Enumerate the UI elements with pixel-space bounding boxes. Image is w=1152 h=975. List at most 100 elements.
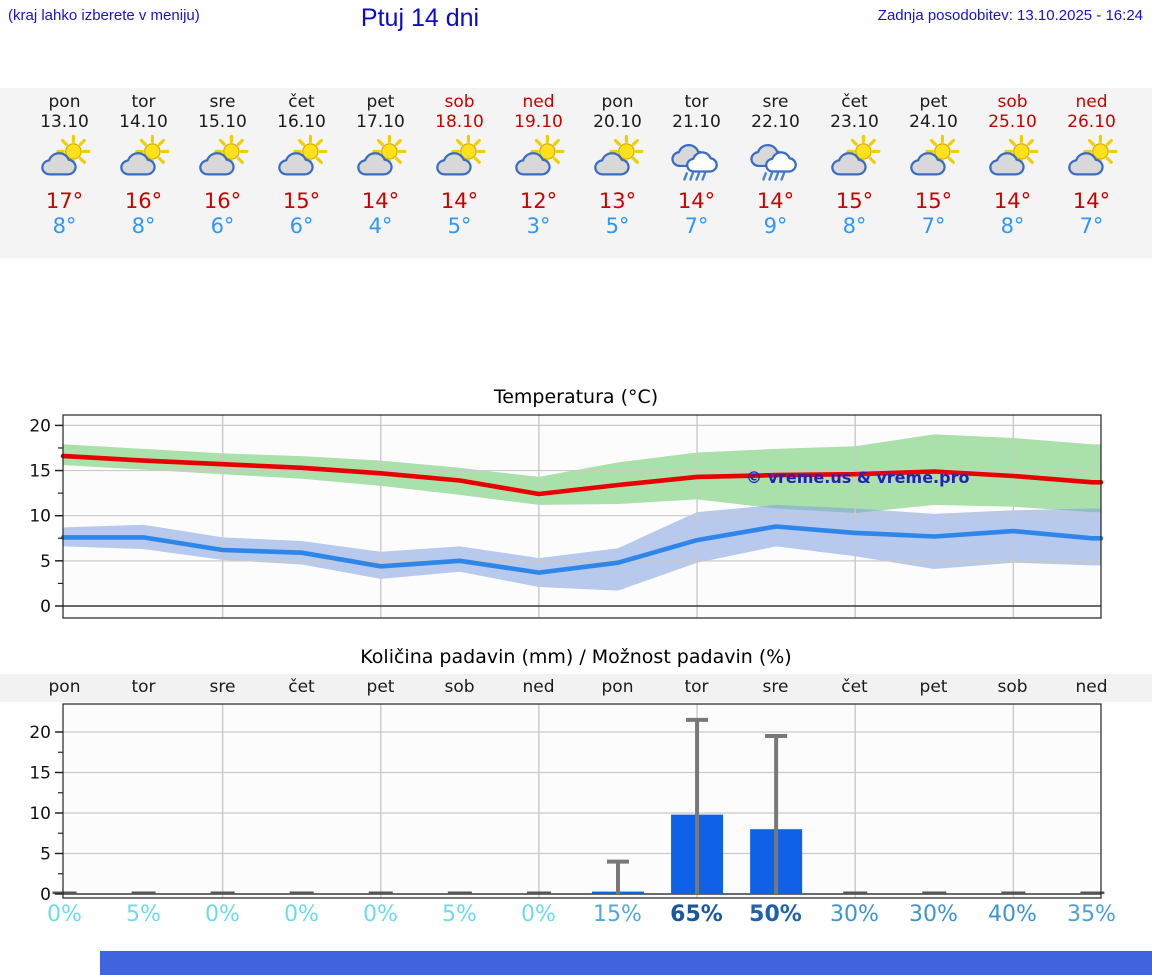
low-temp: 7° — [1079, 214, 1104, 238]
low-temp: 8° — [52, 214, 77, 238]
day-column: čet 16.10 15° 6° — [262, 92, 341, 258]
high-temp: 16° — [124, 189, 163, 213]
day-column: sre 15.10 16° 6° — [183, 92, 262, 258]
svg-text:20: 20 — [29, 416, 51, 436]
day-name: tor — [131, 92, 156, 112]
precip-probability: 0% — [521, 902, 556, 927]
partly-cloudy-icon — [104, 132, 183, 185]
high-temp: 12° — [519, 189, 558, 213]
precip-day-label: pon — [48, 677, 81, 697]
day-column: pet 17.10 14° 4° — [341, 92, 420, 258]
day-column: pon 20.10 13° 5° — [578, 92, 657, 258]
precip-probability: 40% — [988, 902, 1037, 927]
high-temp: 14° — [361, 189, 400, 213]
day-column: sob 18.10 14° 5° — [420, 92, 499, 258]
low-temp: 9° — [763, 214, 788, 238]
high-temp: 14° — [993, 189, 1032, 213]
high-temp: 16° — [203, 189, 242, 213]
svg-text:0: 0 — [40, 597, 51, 617]
day-name: sob — [997, 92, 1028, 112]
high-temp: 14° — [677, 189, 716, 213]
precip-day-label: čet — [841, 677, 868, 697]
precip-probability: 0% — [47, 902, 82, 927]
precip-probability: 0% — [284, 902, 319, 927]
rain-icon — [657, 132, 736, 185]
precip-probability: 50% — [749, 902, 802, 927]
precip-day-label: pet — [919, 677, 948, 697]
partly-cloudy-icon — [578, 132, 657, 185]
low-temp: 7° — [684, 214, 709, 238]
day-column: sob 25.10 14° 8° — [973, 92, 1052, 258]
watermark: © vreme.us & vreme.pro — [746, 468, 970, 487]
day-date: 16.10 — [277, 112, 326, 132]
svg-text:10: 10 — [29, 507, 51, 527]
partly-cloudy-icon — [341, 132, 420, 185]
day-name: pon — [601, 92, 634, 112]
day-name: tor — [684, 92, 709, 112]
svg-text:5: 5 — [40, 845, 51, 865]
partly-cloudy-icon — [420, 132, 499, 185]
day-name: sob — [444, 92, 475, 112]
precip-day-label: pet — [366, 677, 395, 697]
day-name: sre — [209, 92, 236, 112]
precip-probability: 5% — [442, 902, 477, 927]
precip-day-label: ned — [522, 677, 555, 697]
precip-day-label: tor — [684, 677, 709, 697]
svg-text:15: 15 — [29, 764, 51, 784]
svg-text:15: 15 — [29, 462, 51, 482]
low-temp: 5° — [605, 214, 630, 238]
day-column: pon 13.10 17° 8° — [25, 92, 104, 258]
precip-day-label: čet — [288, 677, 315, 697]
day-column: sre 22.10 14° 9° — [736, 92, 815, 258]
day-date: 25.10 — [988, 112, 1037, 132]
svg-text:10: 10 — [29, 804, 51, 824]
partly-cloudy-icon — [499, 132, 578, 185]
precipitation-chart-title: Količina padavin (mm) / Možnost padavin … — [360, 646, 792, 668]
partly-cloudy-icon — [183, 132, 262, 185]
partly-cloudy-icon — [25, 132, 104, 185]
day-column: tor 21.10 14° 7° — [657, 92, 736, 258]
day-date: 23.10 — [830, 112, 879, 132]
high-temp: 14° — [1072, 189, 1111, 213]
last-update: Zadnja posodobitev: 13.10.2025 - 16:24 — [877, 7, 1143, 24]
day-name: pet — [919, 92, 948, 112]
svg-text:20: 20 — [29, 723, 51, 743]
day-column: ned 19.10 12° 3° — [499, 92, 578, 258]
precip-probability: 35% — [1067, 902, 1116, 927]
precip-day-label: ned — [1075, 677, 1108, 697]
day-date: 24.10 — [909, 112, 958, 132]
svg-text:0: 0 — [40, 885, 51, 902]
precip-day-label: sre — [762, 677, 789, 697]
day-date: 14.10 — [119, 112, 168, 132]
day-date: 19.10 — [514, 112, 563, 132]
low-temp: 8° — [131, 214, 156, 238]
forecast-strip: pon 13.10 17° 8° tor 14.10 16° 8° sre 15… — [0, 88, 1152, 258]
high-temp: 13° — [598, 189, 637, 213]
day-column: tor 14.10 16° 8° — [104, 92, 183, 258]
partly-cloudy-icon — [894, 132, 973, 185]
day-column: čet 23.10 15° 8° — [815, 92, 894, 258]
bottom-bar — [100, 951, 1152, 975]
svg-text:5: 5 — [40, 552, 51, 572]
day-date: 22.10 — [751, 112, 800, 132]
day-date: 21.10 — [672, 112, 721, 132]
low-temp: 6° — [289, 214, 314, 238]
high-temp: 14° — [756, 189, 795, 213]
day-name: pet — [366, 92, 395, 112]
precip-day-label: tor — [131, 677, 156, 697]
day-date: 26.10 — [1067, 112, 1116, 132]
partly-cloudy-icon — [973, 132, 1052, 185]
day-name: ned — [522, 92, 555, 112]
day-column: ned 26.10 14° 7° — [1052, 92, 1131, 258]
day-date: 18.10 — [435, 112, 484, 132]
low-temp: 6° — [210, 214, 235, 238]
day-column: pet 24.10 15° 7° — [894, 92, 973, 258]
low-temp: 5° — [447, 214, 472, 238]
day-date: 13.10 — [40, 112, 89, 132]
precip-day-label: sob — [997, 677, 1028, 697]
rain-icon — [736, 132, 815, 185]
precip-probability-row: 0% 5% 0% 0% 0% 5% 0% 15% 65% 50% 30% 30% 40% 35% — [0, 901, 1152, 929]
day-name: čet — [841, 92, 868, 112]
low-temp: 8° — [842, 214, 867, 238]
low-temp: 3° — [526, 214, 551, 238]
